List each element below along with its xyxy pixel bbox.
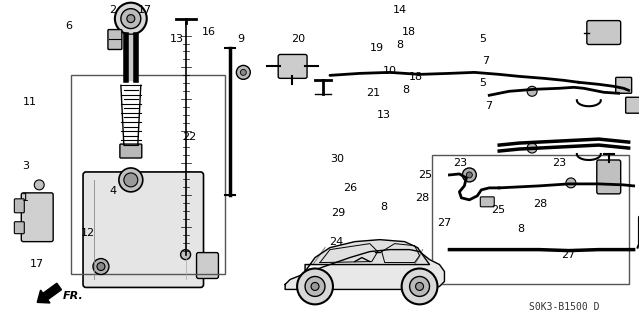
Circle shape bbox=[180, 249, 191, 260]
Text: 1: 1 bbox=[22, 193, 29, 203]
Text: 3: 3 bbox=[22, 161, 29, 171]
FancyBboxPatch shape bbox=[120, 144, 142, 158]
FancyBboxPatch shape bbox=[21, 193, 53, 241]
Text: 17: 17 bbox=[29, 259, 44, 269]
Text: 9: 9 bbox=[237, 34, 244, 44]
Bar bbox=[431, 155, 628, 285]
FancyBboxPatch shape bbox=[83, 172, 204, 287]
FancyBboxPatch shape bbox=[108, 30, 122, 49]
Bar bbox=[71, 75, 225, 274]
Circle shape bbox=[97, 263, 105, 271]
Text: 7: 7 bbox=[482, 56, 489, 66]
Text: 21: 21 bbox=[366, 88, 380, 98]
Text: 25: 25 bbox=[418, 170, 432, 180]
FancyBboxPatch shape bbox=[278, 55, 307, 78]
Circle shape bbox=[467, 172, 472, 178]
Text: 13: 13 bbox=[377, 110, 391, 120]
Text: FR.: FR. bbox=[63, 291, 84, 301]
Text: 11: 11 bbox=[23, 97, 37, 107]
FancyBboxPatch shape bbox=[14, 199, 24, 213]
Text: S0K3-B1500 D: S0K3-B1500 D bbox=[529, 302, 600, 312]
Text: 8: 8 bbox=[517, 224, 524, 234]
FancyBboxPatch shape bbox=[196, 253, 218, 278]
Text: 20: 20 bbox=[291, 34, 305, 44]
Text: 8: 8 bbox=[396, 40, 403, 50]
Polygon shape bbox=[285, 249, 444, 289]
FancyBboxPatch shape bbox=[14, 222, 24, 234]
Text: 6: 6 bbox=[65, 21, 72, 31]
Text: 30: 30 bbox=[330, 154, 344, 165]
FancyBboxPatch shape bbox=[616, 78, 632, 93]
Text: 10: 10 bbox=[383, 66, 397, 76]
Circle shape bbox=[115, 3, 147, 34]
Text: 27: 27 bbox=[437, 218, 451, 228]
FancyBboxPatch shape bbox=[639, 216, 640, 245]
Circle shape bbox=[311, 282, 319, 290]
Text: 7: 7 bbox=[485, 100, 492, 110]
Text: 18: 18 bbox=[408, 72, 422, 82]
FancyBboxPatch shape bbox=[626, 97, 640, 113]
Text: 18: 18 bbox=[402, 27, 416, 37]
Text: 8: 8 bbox=[380, 202, 387, 212]
Text: 22: 22 bbox=[182, 132, 196, 142]
Text: 16: 16 bbox=[202, 27, 216, 37]
Circle shape bbox=[462, 168, 476, 182]
Text: 27: 27 bbox=[561, 250, 575, 260]
Circle shape bbox=[402, 269, 438, 304]
Text: 23: 23 bbox=[453, 158, 467, 168]
Text: 17: 17 bbox=[138, 5, 152, 15]
Circle shape bbox=[297, 269, 333, 304]
Circle shape bbox=[127, 15, 135, 23]
Text: 28: 28 bbox=[532, 199, 547, 209]
Text: 26: 26 bbox=[343, 183, 357, 193]
Text: 5: 5 bbox=[479, 78, 486, 88]
Circle shape bbox=[305, 277, 325, 296]
Polygon shape bbox=[305, 240, 429, 271]
Text: 24: 24 bbox=[329, 237, 343, 247]
Text: 13: 13 bbox=[170, 34, 184, 44]
Circle shape bbox=[35, 180, 44, 190]
Circle shape bbox=[241, 70, 246, 75]
Text: 14: 14 bbox=[392, 5, 406, 15]
Text: 19: 19 bbox=[371, 43, 385, 53]
Text: 29: 29 bbox=[331, 209, 345, 219]
Text: 8: 8 bbox=[403, 85, 410, 95]
Text: 5: 5 bbox=[479, 34, 486, 44]
Text: 2: 2 bbox=[109, 5, 116, 15]
Circle shape bbox=[124, 173, 138, 187]
Text: 23: 23 bbox=[552, 158, 566, 168]
Circle shape bbox=[410, 277, 429, 296]
Text: 25: 25 bbox=[492, 205, 506, 215]
FancyBboxPatch shape bbox=[596, 160, 621, 194]
Text: 4: 4 bbox=[109, 186, 116, 196]
Circle shape bbox=[566, 178, 576, 188]
FancyBboxPatch shape bbox=[480, 197, 494, 207]
FancyArrow shape bbox=[37, 283, 61, 303]
Circle shape bbox=[527, 86, 537, 96]
Text: 12: 12 bbox=[81, 227, 95, 238]
Circle shape bbox=[415, 282, 424, 290]
Text: 31: 31 bbox=[412, 269, 426, 279]
FancyBboxPatch shape bbox=[587, 21, 621, 45]
Circle shape bbox=[121, 9, 141, 29]
Circle shape bbox=[93, 259, 109, 274]
Circle shape bbox=[527, 143, 537, 153]
Circle shape bbox=[119, 168, 143, 192]
Text: 28: 28 bbox=[415, 193, 429, 203]
Circle shape bbox=[236, 65, 250, 79]
